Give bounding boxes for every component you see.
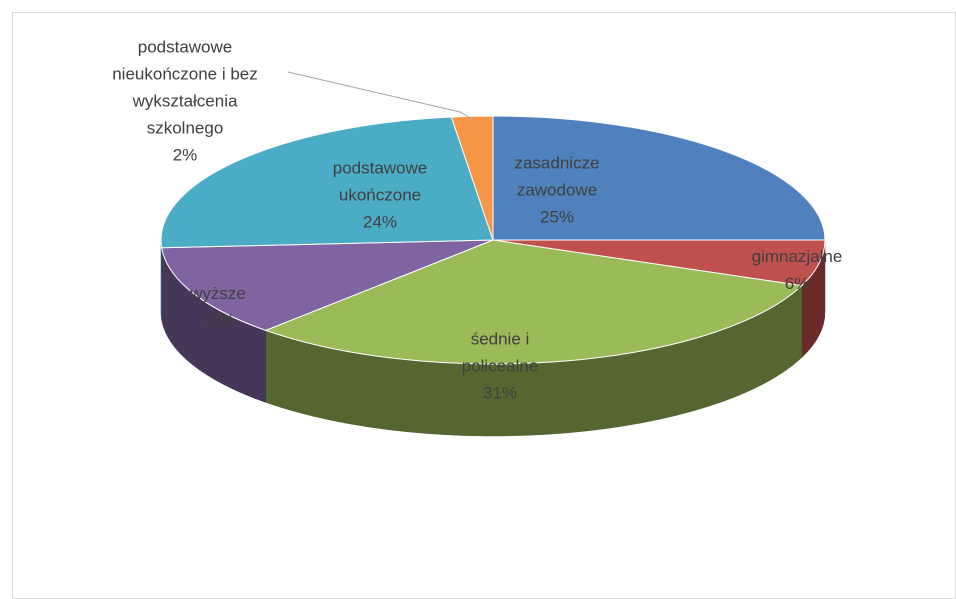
label-name: gimnazjalne <box>751 247 843 266</box>
label-value: 24% <box>362 212 398 232</box>
data-label: podstawowe nieukończone i bez wykształce… <box>98 34 273 169</box>
pie-slice <box>492 115 826 241</box>
pie-tops <box>160 115 826 365</box>
pie-slice <box>264 239 803 365</box>
data-label: gimnazjalne 6% <box>737 243 857 297</box>
label-name: zasadnicze zawodowe <box>514 153 600 200</box>
pie-slice <box>450 115 494 241</box>
label-name: wyższe <box>190 284 246 303</box>
label-value: 12% <box>200 311 236 330</box>
data-label: wyższe 12% <box>168 280 268 334</box>
pie-slice <box>160 116 494 249</box>
label-name: podstawowe nieukończone i bez wykształce… <box>112 37 258 138</box>
label-value: 6% <box>784 274 810 293</box>
pie-slice <box>492 239 826 287</box>
leader-line <box>287 71 475 121</box>
label-value: 31% <box>482 383 518 403</box>
pie-wall <box>160 239 162 320</box>
label-name: śednie i policealne <box>461 329 539 376</box>
data-label: zasadnicze zawodowe 25% <box>497 150 617 231</box>
label-value: 25% <box>539 207 575 227</box>
data-label: śednie i policealne 31% <box>440 326 560 407</box>
label-value: 2% <box>172 145 198 165</box>
label-name: podstawowe ukończone <box>332 158 428 205</box>
data-label: podstawowe ukończone 24% <box>320 155 440 236</box>
pie-slice <box>161 239 494 331</box>
